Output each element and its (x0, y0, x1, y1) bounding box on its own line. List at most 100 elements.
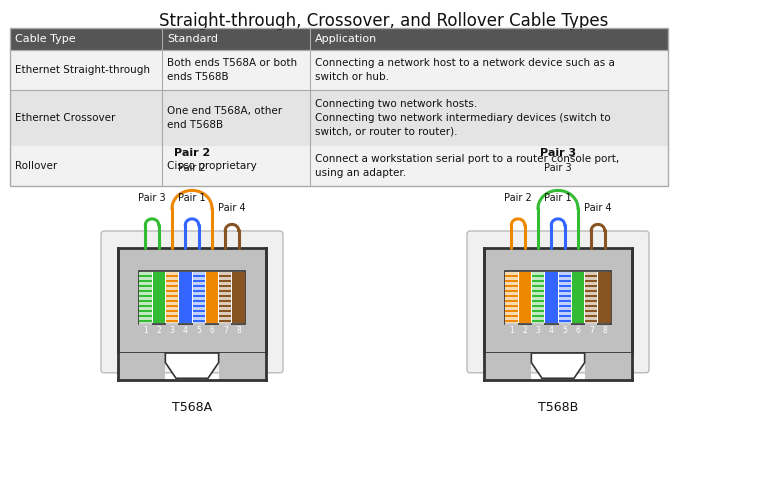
Bar (166, 312, 178, 314)
Bar (193, 322, 205, 324)
Bar (118, 248, 266, 353)
Bar (219, 272, 231, 275)
Bar (585, 272, 598, 275)
Bar (139, 277, 151, 279)
Text: 8: 8 (237, 325, 241, 335)
Bar (532, 277, 545, 279)
Bar (505, 282, 518, 285)
Bar (10, 28, 668, 50)
Bar (10, 146, 668, 186)
Bar (166, 292, 178, 295)
Bar (585, 312, 598, 314)
Bar (219, 297, 231, 300)
Bar (219, 282, 231, 285)
Bar (219, 302, 231, 305)
Text: Straight-through, Crossover, and Rollover Cable Types: Straight-through, Crossover, and Rollove… (159, 12, 609, 30)
Text: Pair 1: Pair 1 (178, 193, 206, 203)
Bar (585, 297, 598, 300)
Bar (585, 302, 598, 305)
Bar (585, 272, 598, 323)
Bar (193, 312, 205, 314)
Bar (532, 292, 545, 295)
Text: 6: 6 (575, 325, 581, 335)
Bar (505, 322, 518, 324)
Polygon shape (531, 353, 584, 378)
Bar (193, 272, 205, 323)
Bar (518, 272, 531, 323)
Bar (532, 312, 545, 314)
Bar (166, 272, 178, 275)
Bar (558, 297, 571, 300)
Bar (219, 317, 231, 320)
Bar (166, 307, 178, 310)
Text: Pair 4: Pair 4 (584, 203, 612, 213)
Bar (532, 272, 545, 323)
Bar (584, 353, 632, 380)
Bar (505, 272, 518, 275)
Text: Pair 3: Pair 3 (138, 193, 166, 203)
Bar (505, 297, 518, 300)
Bar (558, 302, 571, 305)
Bar (179, 272, 191, 323)
Bar (118, 353, 165, 380)
Bar (166, 302, 178, 305)
Bar (193, 277, 205, 279)
Bar (505, 302, 518, 305)
Text: 7: 7 (589, 325, 594, 335)
Bar (558, 307, 571, 310)
Bar (219, 292, 231, 295)
Text: Ethernet Straight-through: Ethernet Straight-through (15, 65, 150, 75)
Bar (193, 287, 205, 289)
Bar (219, 353, 266, 380)
Text: Both ends T568A or both
ends T568B: Both ends T568A or both ends T568B (167, 58, 297, 82)
Bar (585, 317, 598, 320)
FancyBboxPatch shape (101, 231, 283, 373)
Bar (505, 272, 518, 323)
Polygon shape (165, 353, 219, 378)
Bar (585, 287, 598, 289)
Bar (558, 272, 571, 275)
Bar (558, 277, 571, 279)
Bar (153, 272, 165, 323)
Text: Cisco proprietary: Cisco proprietary (167, 161, 257, 171)
Bar (166, 317, 178, 320)
Text: 4: 4 (549, 325, 554, 335)
Bar (10, 28, 668, 186)
Bar (139, 272, 151, 323)
Text: 5: 5 (196, 325, 201, 335)
Bar (219, 287, 231, 289)
Bar (139, 271, 245, 324)
FancyBboxPatch shape (467, 231, 649, 373)
Text: 8: 8 (602, 325, 607, 335)
Bar (484, 353, 531, 380)
Text: Cable Type: Cable Type (15, 34, 75, 44)
Bar (219, 277, 231, 279)
Bar (139, 287, 151, 289)
Bar (532, 282, 545, 285)
Bar (139, 272, 151, 275)
Bar (166, 322, 178, 324)
Text: 1: 1 (143, 325, 147, 335)
Bar (558, 317, 571, 320)
Text: Rollover: Rollover (15, 161, 58, 171)
Bar (139, 282, 151, 285)
Text: Pair 2: Pair 2 (174, 148, 210, 158)
Text: Pair 3: Pair 3 (540, 148, 576, 158)
Bar (585, 292, 598, 295)
Bar (233, 272, 245, 323)
Bar (193, 307, 205, 310)
Bar (505, 287, 518, 289)
Bar (545, 272, 558, 323)
Bar (558, 292, 571, 295)
Bar (139, 307, 151, 310)
Bar (598, 272, 611, 323)
Bar (166, 282, 178, 285)
Bar (532, 297, 545, 300)
Text: Standard: Standard (167, 34, 218, 44)
Text: 6: 6 (210, 325, 214, 335)
Bar (558, 282, 571, 285)
Text: One end T568A, other
end T568B: One end T568A, other end T568B (167, 106, 282, 130)
Text: Connecting a network host to a network device such as a
switch or hub.: Connecting a network host to a network d… (315, 58, 615, 82)
Text: T568A: T568A (172, 401, 212, 414)
Bar (532, 272, 545, 275)
